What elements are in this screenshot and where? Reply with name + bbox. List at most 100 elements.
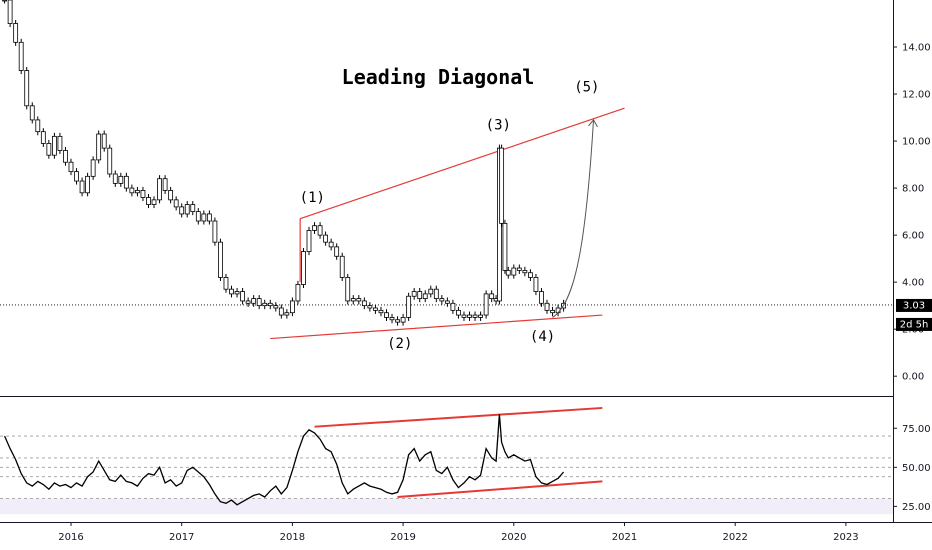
price-candle[interactable] [339,255,345,278]
price-candle[interactable] [223,277,229,290]
price-candle[interactable] [168,190,174,201]
price-candle[interactable] [499,147,505,224]
price-trendlines[interactable] [270,107,625,340]
price-candle[interactable] [550,309,555,314]
price-candle[interactable] [245,300,251,304]
price-candle[interactable] [46,143,52,156]
time-axis[interactable]: 2016 2017 2018 2019 2020 2021 2022 2023 [0,522,932,543]
price-candle[interactable] [129,187,135,194]
price-candle[interactable] [262,302,268,307]
price-candle[interactable] [212,220,218,243]
price-candle[interactable] [107,147,113,175]
price-candle[interactable] [295,284,301,302]
price-candle[interactable] [74,171,79,182]
price-candle[interactable] [51,135,57,156]
price-candle[interactable] [79,180,85,194]
price-candle[interactable] [234,291,240,295]
price-candle[interactable] [173,199,179,208]
price-candle[interactable] [334,246,340,257]
price-candle[interactable] [256,298,262,307]
price-candle[interactable] [29,105,35,121]
price-candle[interactable] [350,298,356,302]
price-candle[interactable] [406,295,412,318]
price-candle[interactable] [478,314,483,318]
price-candle[interactable] [439,298,445,302]
price-candle[interactable] [18,41,24,71]
price-trendline-upper[interactable] [299,107,625,220]
price-candle[interactable] [395,319,400,323]
price-candle[interactable] [417,291,423,300]
price-candle[interactable] [146,197,151,205]
price-candle[interactable] [450,302,456,311]
price-candle[interactable] [511,267,517,276]
price-candle[interactable] [229,288,234,295]
price-candle[interactable] [483,293,489,316]
rsi-line[interactable] [4,414,565,506]
price-candle[interactable] [539,291,544,304]
price-candle[interactable] [389,317,395,321]
price-candles[interactable] [2,0,567,326]
price-candle[interactable] [461,314,467,318]
price-candle[interactable] [57,135,63,151]
price-candle[interactable] [384,312,389,318]
price-candle[interactable] [356,298,362,302]
price-candle[interactable] [428,288,434,295]
price-candle[interactable] [162,178,168,191]
price-candle[interactable] [101,133,107,149]
price-candle[interactable] [444,300,450,304]
price-candle[interactable] [140,190,146,198]
price-candle[interactable] [411,291,417,297]
price-candle[interactable] [13,23,19,43]
price-candle[interactable] [151,199,157,205]
price-candle[interactable] [317,225,323,236]
price-candle[interactable] [312,225,317,231]
price-candle[interactable] [289,300,295,314]
price-candle[interactable] [267,302,273,307]
price-candle[interactable] [456,309,461,316]
price-candle[interactable] [489,293,495,300]
price-candle[interactable] [472,314,478,318]
price-candle[interactable] [90,159,96,177]
price-candle[interactable] [422,293,428,300]
price-candle[interactable] [190,204,196,213]
price-trendline-lower[interactable] [270,314,603,340]
price-candle[interactable] [240,291,245,302]
price-candle[interactable] [516,267,522,271]
price-candle[interactable] [284,312,290,316]
price-candle[interactable] [467,314,472,318]
price-candle[interactable] [502,222,508,271]
price-candle[interactable] [218,241,223,278]
price-candle[interactable] [68,161,74,173]
price-candle[interactable] [157,178,162,201]
wave-5-projection[interactable] [552,119,595,318]
price-candle[interactable] [96,133,102,161]
price-candle[interactable] [367,305,373,309]
price-panel[interactable]: (1) (2) (3) (4) (5) Leading Diagonal [0,0,893,395]
price-candle[interactable] [85,175,91,194]
price-candle[interactable] [345,277,351,302]
rsi-panel[interactable] [0,406,893,515]
price-candle[interactable] [63,150,68,163]
price-candle[interactable] [533,277,539,292]
price-candle[interactable] [251,298,257,304]
price-candle[interactable] [328,241,334,248]
price-candle[interactable] [179,206,185,215]
price-candle[interactable] [24,70,30,107]
price-candle[interactable] [201,213,207,222]
price-candle[interactable] [373,307,378,311]
rsi-trendline-upper[interactable] [314,406,603,428]
price-candle[interactable] [184,204,190,215]
price-candle[interactable] [123,175,129,189]
price-candle[interactable] [361,300,367,307]
price-candle[interactable] [35,119,41,133]
price-candle[interactable] [7,0,13,24]
price-candle[interactable] [400,317,406,323]
price-candle[interactable] [433,288,439,300]
price-candle[interactable] [378,309,384,314]
price-candle[interactable] [206,213,212,222]
price-candle[interactable] [2,0,7,2]
rsi-trendlines[interactable] [314,406,603,498]
price-candle[interactable] [323,234,329,243]
